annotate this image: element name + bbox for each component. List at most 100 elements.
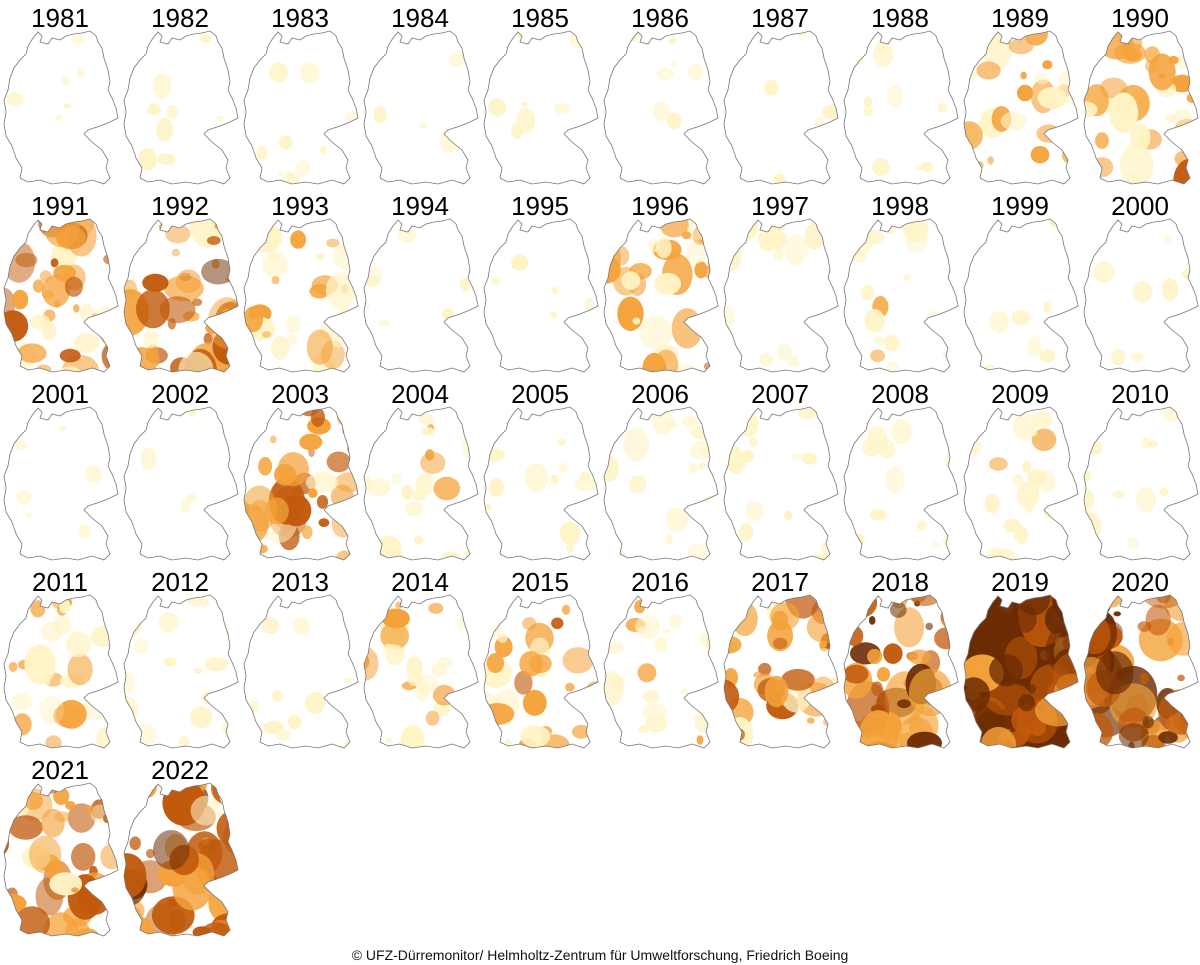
country-outline (123, 594, 239, 749)
country-outline (123, 218, 239, 373)
year-label: 1998 (871, 191, 929, 221)
year-label: 1993 (271, 191, 329, 221)
drought-patch (59, 425, 67, 432)
year-label: 2010 (1111, 379, 1169, 409)
germany-drought-map (123, 594, 239, 749)
germany-drought-map (723, 406, 839, 561)
drought-patch (863, 96, 873, 108)
drought-patch (385, 644, 405, 666)
drought-patch (1145, 59, 1160, 73)
drought-patch (290, 230, 307, 249)
drought-patch (71, 887, 79, 893)
drought-patch (24, 644, 56, 685)
drought-patch (1159, 487, 1169, 497)
country-outline (963, 30, 1079, 185)
drought-patch (886, 361, 900, 371)
drought-patch (925, 622, 933, 631)
year-panel: 1993 (240, 188, 360, 376)
drought-patch (724, 359, 726, 371)
drought-patch (264, 497, 289, 525)
germany-drought-map (243, 594, 359, 749)
drought-patch (1089, 619, 1097, 625)
germany-drought-map (3, 30, 119, 185)
drought-patch (35, 364, 52, 372)
drought-patch (391, 472, 402, 485)
drought-patch (576, 505, 587, 514)
drought-patch (124, 783, 143, 800)
drought-patch (44, 783, 59, 794)
drought-patch (270, 435, 277, 444)
drought-patch (178, 735, 190, 748)
drought-patch (138, 148, 157, 171)
drought-patch (671, 308, 703, 349)
drought-patch (637, 663, 657, 683)
drought-patch (739, 411, 759, 437)
year-label: 2006 (631, 379, 689, 409)
drought-patch (381, 608, 410, 629)
germany-drought-map (603, 406, 719, 561)
drought-patch (124, 783, 130, 784)
drought-patch (385, 737, 392, 744)
drought-patch (63, 103, 72, 109)
drought-patch (1027, 469, 1047, 485)
drought-patch (724, 305, 736, 328)
drought-patch (654, 272, 682, 295)
drought-patch (1068, 510, 1078, 531)
drought-patch (584, 298, 595, 312)
drought-patch (682, 416, 698, 428)
year-label: 2007 (751, 379, 809, 409)
year-panel: 2011 (0, 564, 120, 752)
drought-patch (867, 648, 883, 665)
drought-patch (604, 640, 624, 654)
year-panel: 1996 (600, 188, 720, 376)
drought-patch (53, 616, 72, 635)
drought-patch (1118, 723, 1149, 748)
country-fill (1084, 407, 1198, 560)
germany-drought-map (483, 30, 599, 185)
germany-drought-map (363, 406, 479, 561)
drought-patch (664, 420, 679, 430)
drought-patch (565, 682, 575, 692)
drought-patch (894, 607, 925, 648)
drought-patch (642, 352, 667, 372)
drought-patch (874, 336, 885, 346)
drought-patch (556, 438, 566, 446)
drought-patch (65, 801, 76, 810)
country-outline (963, 594, 1079, 749)
drought-patch (711, 331, 718, 347)
germany-drought-map (843, 594, 959, 749)
drought-patch (916, 520, 927, 531)
year-panel: 2018 (840, 564, 960, 752)
drought-patch (108, 500, 118, 514)
drought-patch (17, 343, 47, 363)
germany-drought-map (1083, 30, 1199, 185)
drought-patch (124, 595, 140, 606)
year-panel: 1997 (720, 188, 840, 376)
drought-patch (1123, 48, 1142, 62)
drought-patch (1176, 54, 1190, 70)
drought-patch (4, 537, 12, 543)
drought-patch (580, 595, 598, 609)
drought-patch (468, 411, 478, 424)
drought-patch (421, 427, 435, 436)
drought-patch (1017, 84, 1033, 102)
drought-patch (869, 509, 887, 521)
drought-patch (668, 614, 682, 628)
year-panel: 2005 (480, 376, 600, 564)
drought-patch (689, 440, 713, 461)
drought-patch (104, 229, 118, 255)
credit-line: © UFZ-Dürremonitor/ Helmholtz-Zentrum fü… (351, 947, 849, 963)
drought-patch (514, 670, 533, 695)
drought-patch (136, 289, 170, 329)
drought-patch (694, 710, 711, 733)
year-label: 2017 (751, 567, 809, 597)
germany-drought-map (363, 218, 479, 373)
germany-drought-map (963, 218, 1079, 373)
drought-patch (404, 501, 424, 517)
germany-drought-map (1083, 406, 1199, 561)
drought-patch (872, 158, 890, 176)
drought-patch (1028, 684, 1037, 694)
drought-patch (670, 60, 678, 68)
year-panel: 1994 (360, 188, 480, 376)
year-label: 1983 (271, 3, 329, 33)
